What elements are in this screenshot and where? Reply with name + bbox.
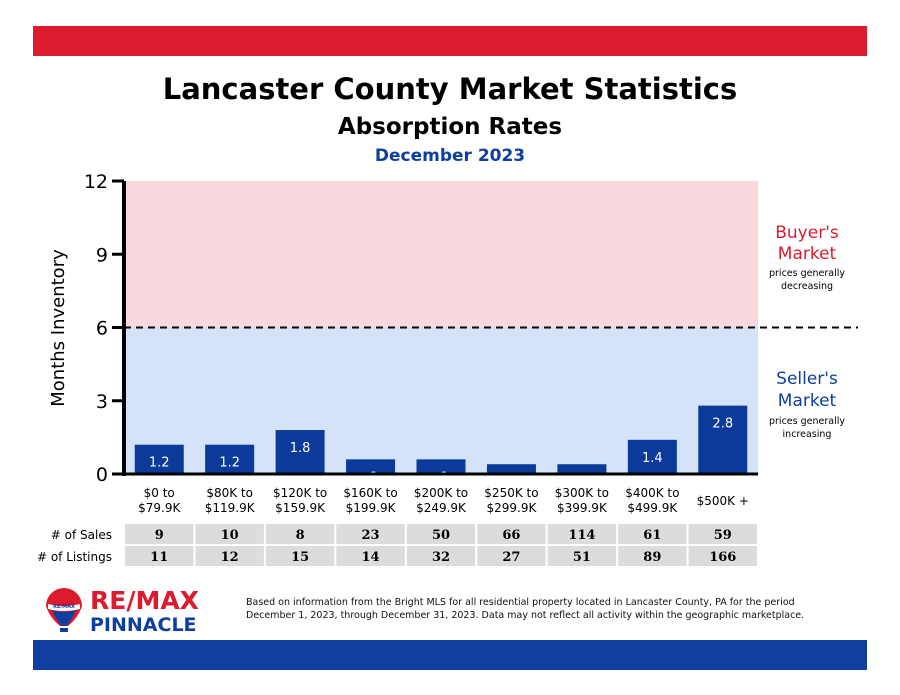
footer-disclaimer: Based on information from the Bright MLS… <box>246 597 805 621</box>
table-cell-bg <box>336 546 405 566</box>
page-title: Lancaster County Market Statistics <box>162 72 738 106</box>
logo-brand: RE/MAX <box>90 586 199 615</box>
table-cell: 15 <box>291 550 309 565</box>
bar <box>205 444 255 474</box>
buyer-market-note: decreasing <box>781 281 833 292</box>
logo-sub: PINNACLE <box>90 614 197 636</box>
bar <box>346 459 396 474</box>
category-label: $0 to <box>144 486 175 500</box>
table-cell: 166 <box>709 550 736 565</box>
page-subtitle: Absorption Rates <box>337 114 563 140</box>
table-cell: 12 <box>221 550 239 565</box>
table-cell: 89 <box>643 550 661 565</box>
bar-data-label: 1.2 <box>219 456 240 471</box>
category-label: $79.9K <box>138 501 181 515</box>
bar <box>275 430 325 474</box>
table-cell-bg <box>195 524 264 544</box>
table-cell: 11 <box>150 550 168 565</box>
category-label: $200K to <box>414 486 468 500</box>
table-cell-bg <box>125 524 194 544</box>
table-cell-bg <box>125 546 194 566</box>
balloon-text: RE/MAX <box>53 604 75 610</box>
y-tick-label: 6 <box>96 318 108 340</box>
table-cell-bg <box>688 546 757 566</box>
category-label: $500K + <box>697 494 749 508</box>
bar-data-label: 1.2 <box>149 456 170 471</box>
seller-market-note: prices generally <box>769 416 845 427</box>
bar-data-label: .4 <box>505 475 517 490</box>
table-cell: 10 <box>221 528 239 543</box>
table-cell-bg <box>618 546 687 566</box>
y-tick-label: 0 <box>96 464 108 486</box>
seller-market-title: Market <box>778 391 837 411</box>
bar <box>627 439 677 474</box>
category-label: $249.9K <box>416 501 467 515</box>
table-cell-bg <box>477 546 546 566</box>
category-label: $199.9K <box>346 501 397 515</box>
table-cell-bg <box>406 524 476 544</box>
category-label: $499.9K <box>627 501 678 515</box>
category-label: $80K to <box>206 486 253 500</box>
table-cell: 114 <box>568 528 595 543</box>
table-cell-bg <box>618 524 687 544</box>
table-cell: 50 <box>432 528 450 543</box>
category-label: $400K to <box>625 486 679 500</box>
bar <box>557 464 607 474</box>
category-label: $160K to <box>343 486 397 500</box>
page-period: December 2023 <box>374 146 526 166</box>
table-cell: 23 <box>362 528 380 543</box>
bar <box>486 464 536 474</box>
table-row-label: # of Listings <box>37 550 112 564</box>
bar <box>416 459 466 474</box>
table-cell: 14 <box>362 550 380 565</box>
seller-market-title: Seller's <box>776 369 838 389</box>
table-cell: 66 <box>502 528 520 543</box>
buyer-market-zone <box>124 181 758 328</box>
table-cell-bg <box>477 524 546 544</box>
category-label: $250K to <box>484 486 538 500</box>
table-cell-bg <box>547 546 617 566</box>
y-tick-label: 3 <box>96 391 108 413</box>
table-cell-bg <box>265 524 335 544</box>
table-cell: 51 <box>573 550 591 565</box>
bottom-blue-band <box>33 640 867 670</box>
table-cell-bg <box>406 546 476 566</box>
table-cell-bg <box>336 524 405 544</box>
table-cell-bg <box>195 546 264 566</box>
table-cell: 8 <box>296 528 305 543</box>
category-label: $300K to <box>555 486 609 500</box>
balloon-icon: RE/MAX <box>46 588 82 632</box>
table-cell: 59 <box>714 528 732 543</box>
bar-data-label: 1.4 <box>642 451 663 466</box>
remax-logo: RE/MAX RE/MAX PINNACLE <box>40 586 230 636</box>
category-label: $120K to <box>273 486 327 500</box>
category-label: $399.9K <box>557 501 608 515</box>
category-label: $119.9K <box>205 501 256 515</box>
category-label: $299.9K <box>487 501 538 515</box>
bar <box>134 444 184 474</box>
buyer-market-title: Market <box>778 244 837 264</box>
y-tick-label: 9 <box>96 244 108 266</box>
bar-data-label: .4 <box>576 475 588 490</box>
top-red-band <box>33 26 867 56</box>
buyer-market-note: prices generally <box>769 268 845 279</box>
bar-data-label: 1.8 <box>290 441 311 456</box>
table-cell: 27 <box>502 550 520 565</box>
y-axis-label: Months Inventory <box>48 249 69 407</box>
table-row-label: # of Sales <box>51 528 112 542</box>
y-tick-label: 12 <box>84 171 108 193</box>
table-cell: 61 <box>643 528 661 543</box>
buyer-market-title: Buyer's <box>775 223 839 243</box>
table-cell-bg <box>688 524 757 544</box>
table-cell: 9 <box>155 528 164 543</box>
category-label: $159.9K <box>275 501 326 515</box>
table-cell-bg <box>265 546 335 566</box>
bar-data-label: 2.8 <box>712 417 733 432</box>
seller-market-note: increasing <box>783 429 832 440</box>
bar <box>698 405 748 474</box>
table-cell-bg <box>547 524 617 544</box>
table-cell: 32 <box>432 550 450 565</box>
